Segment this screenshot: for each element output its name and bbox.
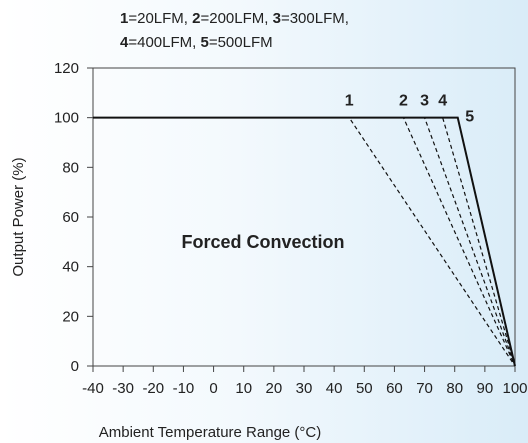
x-tick-label: 70 (416, 380, 433, 397)
x-tick-label: 90 (477, 380, 494, 397)
x-tick-label: -20 (142, 380, 164, 397)
series-label-1: 1 (345, 93, 354, 110)
legend: 1=20LFM, 2=200LFM, 3=300LFM,4=400LFM, 5=… (120, 10, 349, 51)
x-tick-label: 10 (235, 380, 252, 397)
series-group (93, 116, 516, 367)
legend-value-5: =500LFM (209, 34, 273, 51)
legend-value-2: =200LFM, (200, 10, 272, 27)
legend-line-2: 4=400LFM, 5=500LFM (120, 34, 273, 51)
legend-key-2: 2 (192, 10, 200, 27)
legend-key-3: 3 (273, 10, 281, 27)
annotation-forced-convection: Forced Convection (181, 232, 344, 252)
labels-group: 1 2 3 4 5 Forced Convection (181, 93, 474, 252)
y-tick-label: 60 (62, 209, 79, 226)
y-tick-label: 40 (62, 259, 79, 276)
legend-key-5: 5 (200, 34, 208, 51)
legend-key-1: 1 (120, 10, 128, 27)
series-label-5: 5 (465, 109, 474, 126)
legend-line-1: 1=20LFM, 2=200LFM, 3=300LFM, (120, 10, 349, 27)
x-tick-label: 30 (296, 380, 313, 397)
legend-value-4: =400LFM, (128, 34, 200, 51)
legend-value-3: =300LFM, (281, 10, 349, 27)
series-label-4: 4 (438, 93, 447, 110)
x-tick-label: 0 (209, 380, 217, 397)
series-label-3: 3 (420, 93, 429, 110)
x-tick-label: 100 (502, 380, 527, 397)
y-tick-label: 100 (54, 110, 79, 127)
y-axis-label: Output Power (%) (10, 157, 27, 276)
x-tick-label: 80 (446, 380, 463, 397)
x-axis-label: Ambient Temperature Range (°C) (99, 424, 322, 441)
y-tick-label: 80 (62, 159, 79, 176)
x-tick-label: 60 (386, 380, 403, 397)
x-tick-label: -40 (82, 380, 104, 397)
series-line-5 (93, 116, 516, 367)
x-tick-label: -10 (173, 380, 195, 397)
y-tick-label: 20 (62, 308, 79, 325)
x-tick-label: 40 (326, 380, 343, 397)
series-label-2: 2 (399, 93, 408, 110)
axes: 0 20 40 60 80 100 120 -40 -30 -20 -10 0 10 20 30 40 50 60… (10, 60, 528, 441)
plot-frame (92, 67, 516, 367)
y-tick-label: 0 (71, 358, 79, 375)
x-tick-label: 50 (356, 380, 373, 397)
legend-key-4: 4 (120, 34, 129, 51)
x-tick-label: -30 (112, 380, 134, 397)
legend-value-1: =20LFM, (128, 10, 192, 27)
y-tick-label: 120 (54, 60, 79, 77)
x-tick-label: 20 (266, 380, 283, 397)
